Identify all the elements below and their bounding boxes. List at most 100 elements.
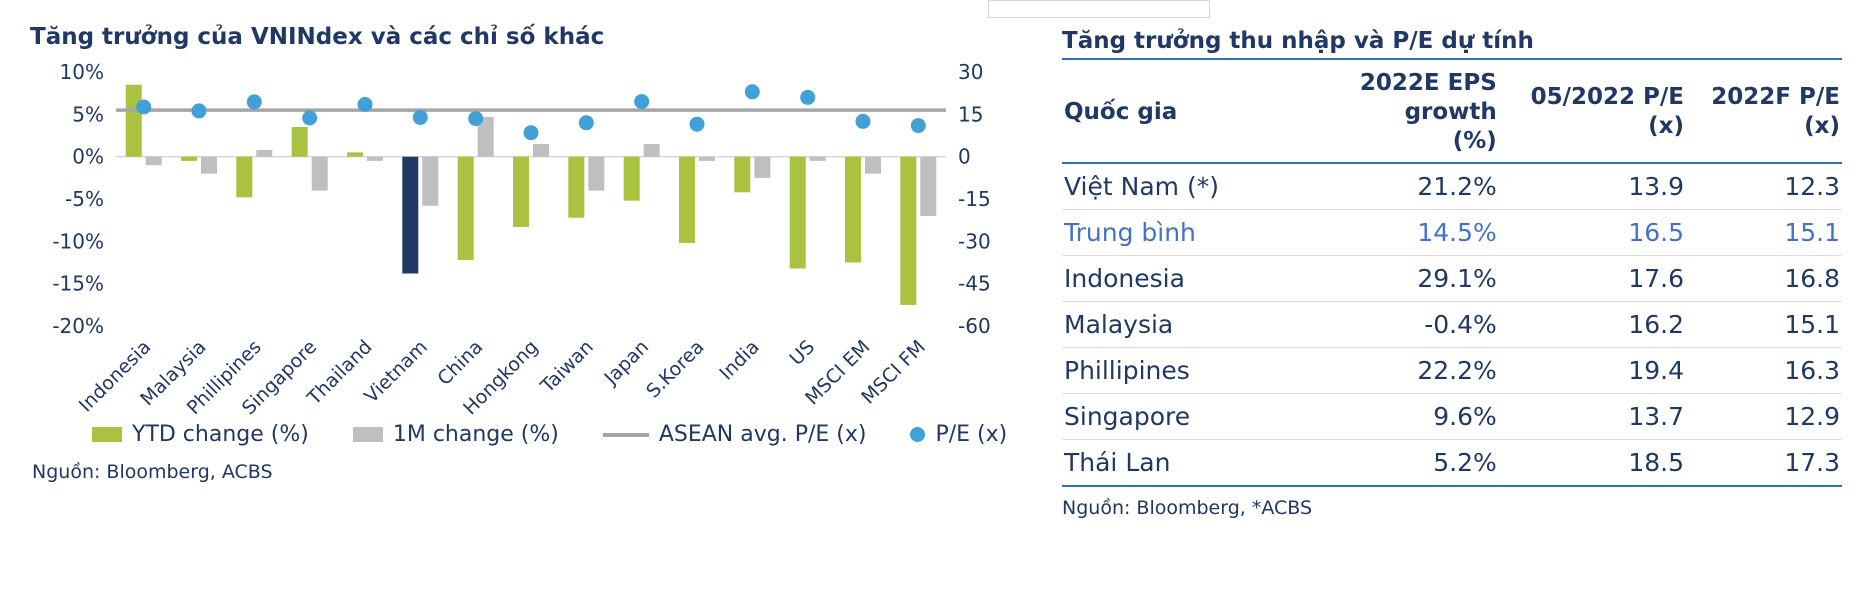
bar-ytd-India: [734, 156, 751, 193]
legend-item-1: 1M change (%): [352, 422, 559, 447]
pe-dot-Hongkong: [523, 125, 539, 141]
table-row-4: Phillipines 22.2% 19.4 16.3: [1062, 348, 1842, 394]
cell-pe-forward: 17.3: [1784, 448, 1840, 478]
bar-ytd-Malaysia: [181, 156, 197, 161]
column-header-0: Quốc gia: [1062, 59, 1265, 165]
cell-pe-forward: 15.1: [1784, 218, 1840, 248]
legend-label: P/E (x): [935, 422, 1008, 447]
bar-ytd-Indonesia: [125, 84, 142, 157]
cell-pe-forward: 16.8: [1784, 264, 1840, 294]
cell-eps-growth: 29.1%: [1417, 264, 1497, 294]
bar-swatch-icon: [92, 427, 122, 442]
bar-1m-MSCI FM: [920, 156, 937, 216]
header-row: Quốc gia 2022E EPS growth (%) 05/2022 P/E (x…: [1062, 59, 1842, 165]
cell-pe-may: 17.6: [1628, 264, 1684, 294]
column-header-1: 2022E EPS growth (%): [1264, 59, 1499, 165]
table-row-5: Singapore 9.6% 13.7 12.9: [1062, 394, 1842, 440]
pe-dot-Thailand: [357, 97, 373, 112]
x-axis-label: India: [715, 336, 764, 385]
x-axis-label: Japan: [599, 336, 653, 390]
left-axis-tick: -10%: [52, 229, 104, 253]
bar-ytd-Japan: [623, 156, 640, 201]
legend-item-3: P/E (x): [910, 422, 1007, 447]
bar-ytd-Thailand: [347, 152, 363, 157]
table-source: Nguồn: Bloomberg, *ACBS: [1062, 497, 1313, 520]
pe-table-panel: Tăng trưởng thu nhập và P/E dự tính Quốc…: [1040, 0, 1862, 594]
bar-ytd-MSCI EM: [845, 156, 861, 263]
table-title: Tăng trưởng thu nhập và P/E dự tính: [1062, 28, 1534, 54]
bar-ytd-Singapore: [291, 127, 308, 157]
vnindex-chart-panel: Tăng trưởng của VNINdex và các chỉ số kh…: [30, 24, 1040, 483]
table-row-3: Malaysia -0.4% 16.2 15.1: [1062, 302, 1842, 348]
cell-pe-may: 19.4: [1628, 356, 1684, 386]
pe-dot-Phillipines: [246, 94, 262, 110]
left-axis-tick: 10%: [60, 60, 104, 84]
bar-ytd-China: [457, 156, 474, 260]
left-axis-tick: -20%: [52, 314, 104, 338]
left-axis-tick: -15%: [52, 272, 104, 296]
column-header-3: 2022F P/E (x): [1685, 59, 1842, 165]
bar-1m-Malaysia: [201, 156, 217, 174]
combo-chart-svg: 10% 5% 0% -5% -10% -15% -20% 30 15 0 -15 -30 -45 -60 I…: [52, 60, 991, 419]
cell-country: Thái Lan: [1064, 448, 1171, 478]
legend-label: 1M change (%): [392, 422, 559, 447]
x-axis-label: Taiwan: [536, 336, 598, 398]
legend-label: ASEAN avg. P/E (x): [658, 422, 867, 447]
bar-1m-Vietnam: [422, 156, 439, 206]
cell-pe-may: 18.5: [1628, 448, 1684, 478]
cell-pe-forward: 15.1: [1784, 310, 1840, 340]
cell-country: Singapore: [1064, 402, 1191, 432]
right-axis-tick: -60: [958, 314, 991, 338]
cell-country: Indonesia: [1064, 264, 1185, 294]
bar-1m-MSCI EM: [865, 156, 881, 174]
bar-1m-Japan: [643, 144, 660, 157]
bar-1m-Phillipines: [256, 149, 273, 157]
cell-pe-may: 13.7: [1628, 402, 1684, 432]
bar-ytd-Phillipines: [236, 156, 253, 198]
cell-pe-may: 16.5: [1628, 218, 1684, 248]
table-row-0: Việt Nam (*) 21.2% 13.9 12.3: [1062, 163, 1842, 210]
dot-swatch-icon: [910, 427, 926, 442]
x-axis-label: US: [785, 336, 819, 370]
left-axis-tick: 0%: [72, 145, 104, 169]
cell-country: Trung bình: [1064, 218, 1196, 248]
bar-1m-Indonesia: [145, 156, 162, 166]
right-axis-tick: -45: [958, 272, 991, 296]
pe-dot-Japan: [634, 94, 650, 110]
vnindex-combo-chart: 10% 5% 0% -5% -10% -15% -20% 30 15 0 -15 -30 -45 -60 I…: [30, 54, 1040, 438]
right-axis-tick: -15: [958, 187, 991, 211]
bar-ytd-MSCI FM: [900, 156, 917, 305]
cell-eps-growth: 22.2%: [1417, 356, 1497, 386]
pe-table-header: Quốc gia 2022E EPS growth (%) 05/2022 P/E (x…: [1062, 59, 1842, 165]
right-axis-tick: 30: [958, 60, 983, 84]
bar-ytd-US: [789, 156, 806, 269]
pe-dot-MSCI EM: [855, 113, 871, 129]
legend-label: YTD change (%): [132, 422, 309, 447]
cell-eps-growth: 14.5%: [1417, 218, 1497, 248]
bar-1m-Singapore: [311, 156, 328, 191]
pe-table: Quốc gia 2022E EPS growth (%) 05/2022 P/E (x…: [1062, 58, 1842, 487]
legend-item-2: ASEAN avg. P/E (x): [602, 422, 867, 447]
table-row-6: Thái Lan 5.2% 18.5 17.3: [1062, 440, 1842, 487]
bar-1m-Thailand: [367, 156, 383, 161]
pe-dot-US: [800, 89, 816, 105]
cell-pe-may: 16.2: [1628, 310, 1684, 340]
cell-pe-may: 13.9: [1628, 172, 1684, 202]
chart-legend: YTD change (%) 1M change (%) ASEAN avg. P/…: [92, 422, 1040, 447]
pe-dot-India: [744, 84, 760, 100]
bar-1m-China: [477, 116, 494, 157]
cell-eps-growth: 21.2%: [1417, 172, 1497, 202]
pe-dot-Vietnam: [412, 109, 428, 125]
pe-dot-China: [468, 111, 484, 127]
table-row-2: Indonesia 29.1% 17.6 16.8: [1062, 256, 1842, 302]
pe-dot-Singapore: [302, 110, 318, 126]
cell-pe-forward: 12.3: [1784, 172, 1840, 202]
bar-1m-US: [809, 156, 826, 161]
bar-ytd-Hongkong: [513, 156, 529, 227]
right-axis-tick: -30: [958, 229, 991, 253]
cell-pe-forward: 12.9: [1784, 402, 1840, 432]
bar-ytd-S.Korea: [679, 156, 695, 244]
pe-dot-Indonesia: [136, 99, 152, 115]
pe-dot-S.Korea: [689, 116, 705, 132]
